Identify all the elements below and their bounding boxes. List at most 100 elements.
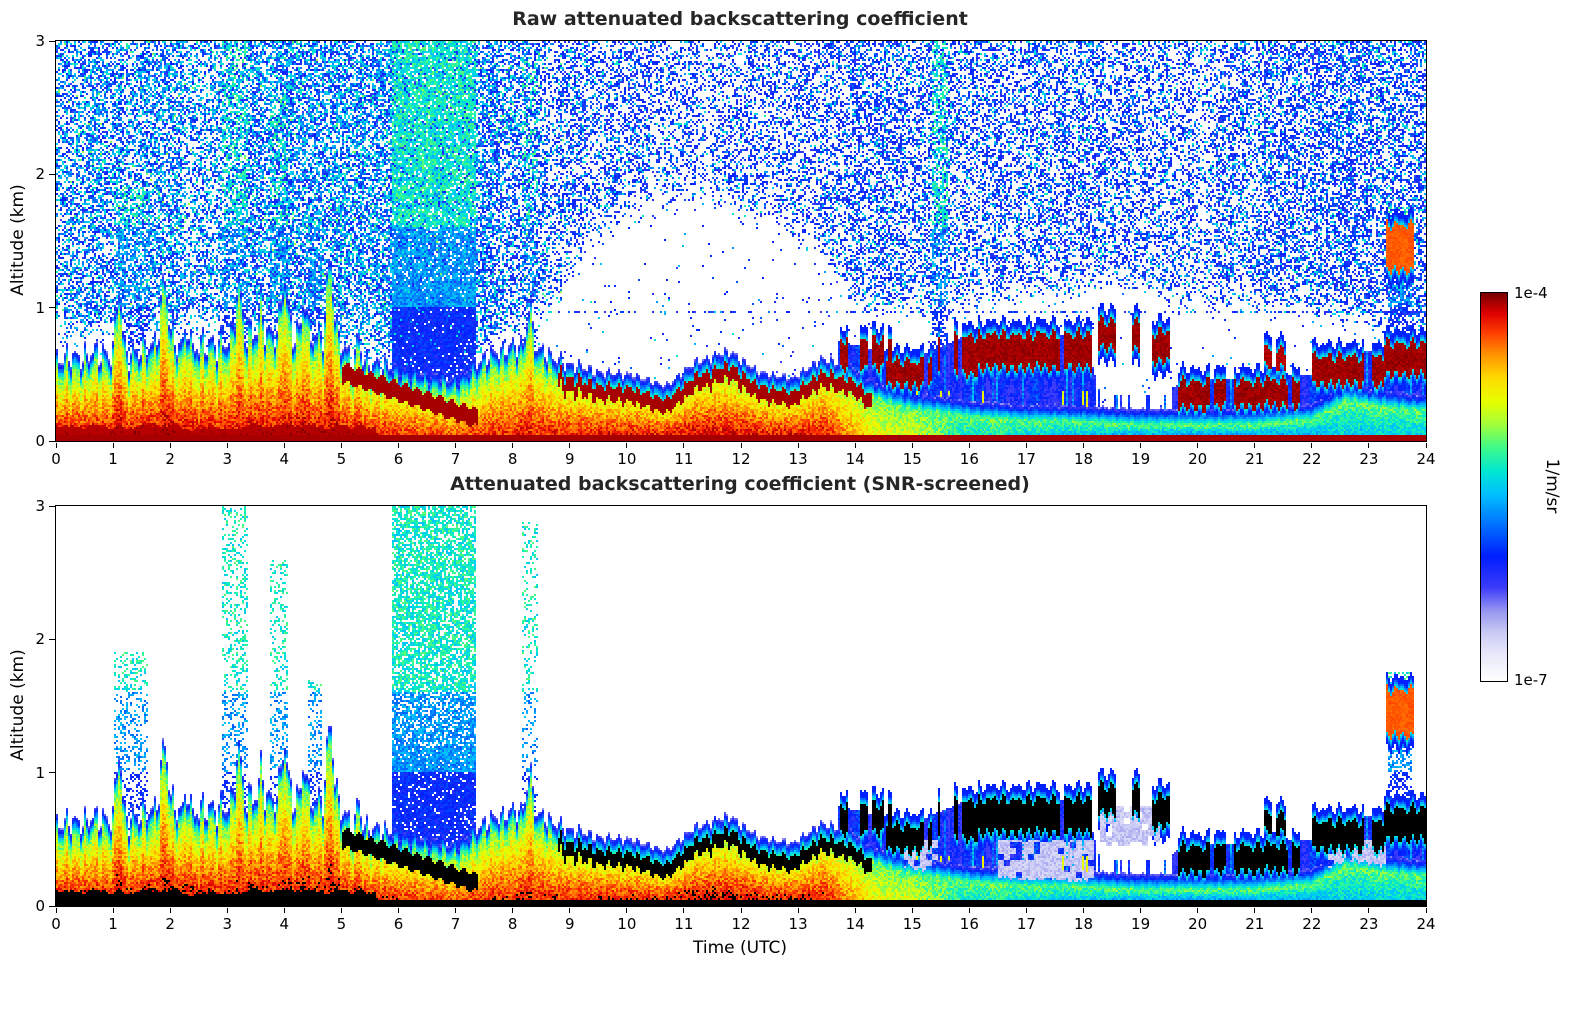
x-tick-mark: [854, 908, 856, 913]
x-axis-label: Time (UTC): [693, 938, 787, 958]
x-tick-mark: [169, 443, 171, 448]
x-tick-mark: [683, 443, 685, 448]
y-tick-label: 3: [35, 497, 45, 515]
x-tick-mark: [968, 908, 970, 913]
x-tick-label: 3: [222, 450, 233, 468]
x-tick-label: 3: [222, 915, 233, 933]
x-tick-label: 20: [1188, 915, 1208, 933]
x-tick-label: 18: [1073, 450, 1094, 468]
x-tick-mark: [1311, 443, 1313, 448]
x-tick-label: 10: [617, 915, 637, 933]
x-tick-label: 19: [1131, 915, 1151, 933]
x-tick-label: 4: [279, 915, 290, 933]
x-tick-mark: [455, 908, 457, 913]
x-tick-label: 11: [674, 915, 694, 933]
x-tick-mark: [226, 443, 228, 448]
x-tick-mark: [283, 908, 285, 913]
x-tick-label: 13: [788, 450, 808, 468]
x-tick-mark: [911, 443, 913, 448]
x-tick-mark: [797, 908, 799, 913]
x-tick-label: 22: [1302, 915, 1322, 933]
x-tick-mark: [683, 908, 685, 913]
screened-y-axis-label: Altitude (km): [8, 649, 28, 761]
x-tick-label: 14: [845, 915, 865, 933]
y-tick-label: 3: [35, 32, 45, 50]
colorbar-max-label: 1e-4: [1514, 284, 1548, 302]
y-tick-label: 2: [35, 630, 45, 649]
x-tick-mark: [55, 443, 57, 448]
y-tick-label: 1: [35, 763, 45, 782]
x-tick-mark: [1425, 908, 1427, 913]
x-tick-label: 23: [1359, 915, 1379, 933]
x-tick-label: 4: [279, 450, 290, 468]
x-tick-label: 24: [1416, 915, 1436, 933]
x-tick-label: 18: [1073, 915, 1094, 933]
colorbar-unit-label: 1/m/sr: [1542, 458, 1562, 514]
y-tick-mark: [49, 505, 55, 507]
x-tick-mark: [797, 443, 799, 448]
raw-y-axis-label: Altitude (km): [8, 184, 28, 296]
x-tick-mark: [455, 443, 457, 448]
x-tick-mark: [1083, 908, 1084, 913]
x-tick-mark: [1254, 443, 1256, 448]
x-tick-label: 14: [845, 450, 865, 468]
x-tick-label: 21: [1245, 915, 1265, 933]
x-tick-label: 24: [1416, 450, 1436, 468]
x-tick-mark: [398, 908, 399, 913]
x-tick-mark: [1140, 908, 1142, 913]
x-tick-mark: [1368, 908, 1370, 913]
y-tick-mark: [49, 905, 55, 907]
screened-heatmap-canvas: [56, 506, 1426, 906]
y-tick-label: 0: [35, 897, 45, 915]
x-tick-mark: [1025, 908, 1027, 913]
x-tick-label: 0: [51, 915, 61, 933]
x-tick-mark: [169, 908, 171, 913]
x-tick-label: 0: [51, 450, 61, 468]
y-tick-label: 2: [35, 165, 45, 184]
x-tick-mark: [112, 908, 114, 913]
x-tick-mark: [112, 443, 114, 448]
y-tick-mark: [49, 173, 55, 175]
raw-heatmap-canvas: [56, 41, 1426, 441]
x-tick-label: 16: [959, 450, 979, 468]
x-tick-mark: [740, 443, 742, 448]
x-tick-mark: [569, 908, 571, 913]
x-tick-mark: [1025, 443, 1027, 448]
x-tick-label: 20: [1188, 450, 1208, 468]
x-tick-mark: [626, 908, 628, 913]
x-tick-mark: [626, 443, 628, 448]
x-tick-label: 9: [564, 450, 575, 468]
x-tick-mark: [398, 443, 399, 448]
x-tick-label: 8: [507, 450, 518, 468]
x-tick-label: 10: [617, 450, 637, 468]
y-tick-mark: [49, 638, 55, 640]
colorbar-min-label: 1e-7: [1514, 671, 1548, 689]
x-tick-mark: [740, 908, 742, 913]
x-tick-label: 17: [1016, 915, 1036, 933]
x-tick-mark: [968, 443, 970, 448]
y-tick-mark: [49, 40, 55, 42]
x-tick-label: 16: [959, 915, 979, 933]
x-tick-mark: [1197, 443, 1199, 448]
raw-plot-area: [55, 40, 1427, 442]
x-tick-mark: [340, 443, 342, 448]
screened-panel-title: Attenuated backscattering coefficient (S…: [450, 473, 1030, 495]
colorbar: [1480, 292, 1508, 682]
x-tick-label: 13: [788, 915, 808, 933]
x-tick-mark: [512, 443, 514, 448]
x-tick-label: 19: [1131, 450, 1151, 468]
x-tick-mark: [55, 908, 57, 913]
x-tick-label: 12: [731, 915, 751, 933]
x-tick-label: 6: [393, 450, 404, 468]
x-tick-label: 7: [450, 450, 461, 468]
x-tick-label: 23: [1359, 450, 1379, 468]
y-tick-label: 0: [35, 432, 45, 450]
y-tick-label: 1: [35, 298, 45, 317]
x-tick-mark: [1425, 443, 1427, 448]
x-tick-label: 21: [1245, 450, 1265, 468]
x-tick-mark: [226, 908, 228, 913]
x-tick-label: 9: [564, 915, 575, 933]
x-tick-mark: [854, 443, 856, 448]
screened-plot-area: [55, 505, 1427, 907]
